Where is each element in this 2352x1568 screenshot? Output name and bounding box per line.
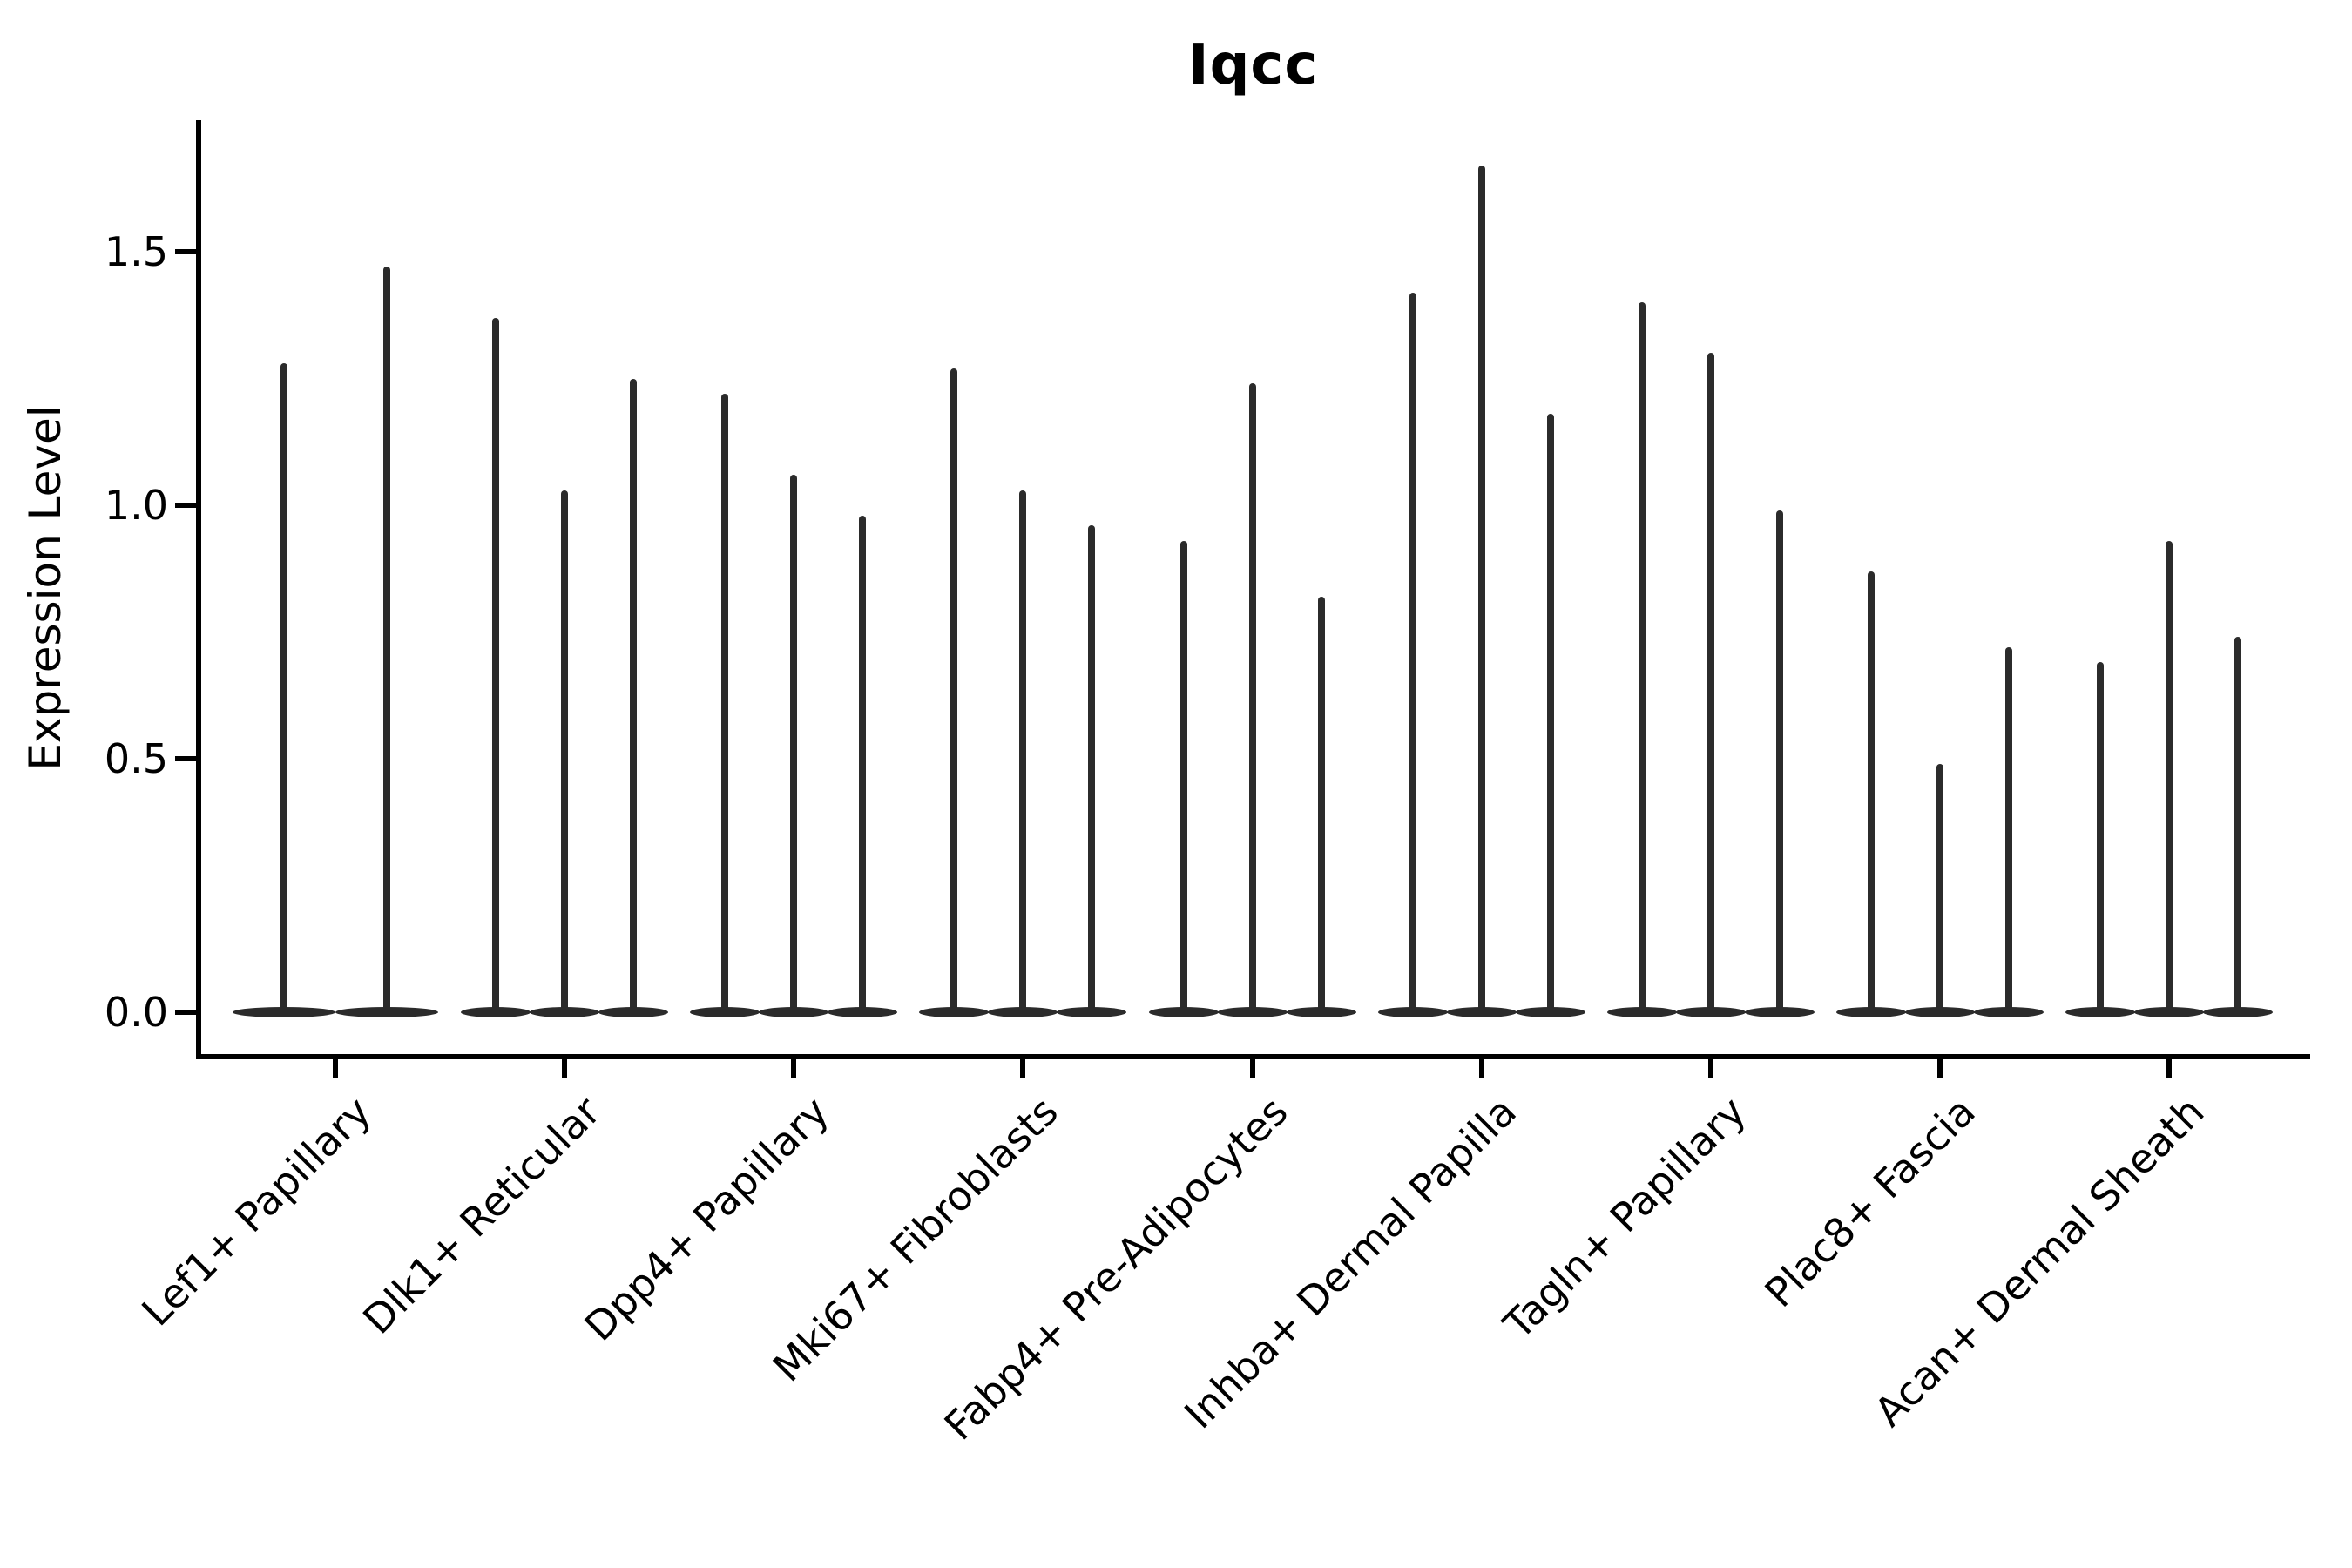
x-axis-tick [1020, 1057, 1026, 1078]
violin-body [828, 1007, 898, 1017]
violin-tail [1248, 383, 1256, 1012]
violin-tail [1409, 292, 1416, 1012]
violin-body [1973, 1007, 2044, 1017]
violin-body [530, 1007, 600, 1017]
violin-body [1835, 1007, 1906, 1017]
violin-body [1148, 1007, 1219, 1017]
violin-body [690, 1007, 760, 1017]
violin-tail [1179, 540, 1187, 1012]
violin-body [1286, 1007, 1356, 1017]
violin-tail [1775, 510, 1783, 1012]
y-axis-line [196, 120, 201, 1059]
x-axis-tick [1478, 1057, 1484, 1078]
x-axis-tick [1936, 1057, 1943, 1078]
category-label: Dpp4+ Papillary [575, 1087, 839, 1350]
x-axis-tick [562, 1057, 568, 1078]
violin-body [2065, 1007, 2135, 1017]
violin-tail [2004, 646, 2012, 1012]
violin-tail [383, 267, 390, 1012]
violin-body [1217, 1007, 1288, 1017]
violin-tail [2097, 662, 2104, 1012]
violin-tail [630, 378, 638, 1012]
x-axis-tick [333, 1057, 338, 1078]
x-axis-tick [1249, 1057, 1255, 1078]
violin-tail [721, 393, 729, 1012]
violin-tail [2166, 540, 2173, 1012]
violin-body [233, 1007, 335, 1017]
y-axis-tick [175, 249, 196, 254]
violin-body [1057, 1007, 1127, 1017]
violin-body [1904, 1007, 1975, 1017]
violin-body [1377, 1007, 1448, 1017]
y-axis-tick-label: 0.5 [104, 735, 168, 782]
violin-tail [790, 475, 798, 1012]
violin-tail [1936, 763, 1943, 1012]
violin-tail [1088, 525, 1096, 1012]
violin-tail [1707, 353, 1714, 1012]
violin-tail [1638, 302, 1646, 1012]
violin-body [2203, 1007, 2273, 1017]
violin-body [1446, 1007, 1517, 1017]
violin-body [1515, 1007, 1585, 1017]
y-axis-tick-label: 0.0 [104, 989, 168, 1036]
category-label: Dlk1+ Reticular [353, 1087, 609, 1343]
y-axis-tick-label: 1.0 [104, 482, 168, 529]
x-axis-tick [2166, 1057, 2172, 1078]
violin-tail [950, 368, 958, 1012]
violin-tail [1867, 571, 1875, 1012]
violin-body [1606, 1007, 1677, 1017]
category-label: Plac8+ Fascia [1755, 1087, 1984, 1316]
violin-tail [1477, 166, 1485, 1012]
x-axis-tick [791, 1057, 797, 1078]
violin-body [335, 1007, 438, 1017]
y-axis-tick [175, 756, 196, 761]
violin-tail [859, 515, 867, 1012]
violin-tail [561, 490, 569, 1012]
violin-tail [492, 317, 500, 1012]
violin-body [1675, 1007, 1746, 1017]
violin-tail [1317, 596, 1325, 1012]
violin-body [988, 1007, 1058, 1017]
violin-tail [280, 363, 287, 1012]
violin-body [461, 1007, 531, 1017]
y-axis-tick [175, 1010, 196, 1015]
y-axis-tick [175, 503, 196, 508]
category-label: Tagln+ Papillary [1494, 1087, 1755, 1348]
violin-body [598, 1007, 669, 1017]
x-axis-tick [1707, 1057, 1713, 1078]
violin-body [919, 1007, 990, 1017]
violin-body [759, 1007, 829, 1017]
violin-tail [2234, 637, 2241, 1012]
y-axis-tick-label: 1.5 [104, 228, 168, 275]
chart-title: Iqcc [1187, 33, 1319, 98]
violin-tail [1546, 414, 1554, 1012]
violin-body [2134, 1007, 2204, 1017]
violin-tail [1019, 490, 1027, 1012]
violin-body [1744, 1007, 1815, 1017]
category-label: Lef1+ Papillary [132, 1087, 380, 1335]
